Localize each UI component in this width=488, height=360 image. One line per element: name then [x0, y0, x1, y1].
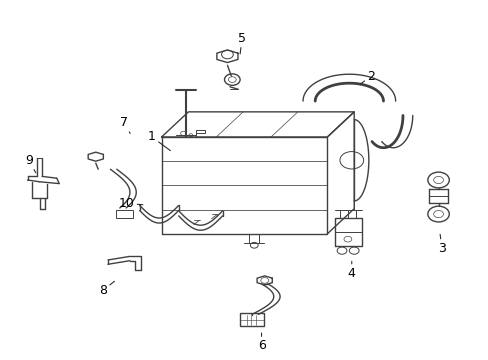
Text: 9: 9: [25, 154, 36, 173]
Text: 6: 6: [257, 333, 265, 352]
Text: 1: 1: [147, 130, 170, 150]
Text: 2: 2: [359, 69, 374, 84]
Text: 8: 8: [99, 281, 114, 297]
Text: 7: 7: [120, 116, 130, 134]
Text: 10: 10: [118, 197, 142, 210]
Text: 3: 3: [437, 234, 445, 255]
Text: 5: 5: [238, 32, 245, 54]
Text: 4: 4: [347, 261, 355, 280]
